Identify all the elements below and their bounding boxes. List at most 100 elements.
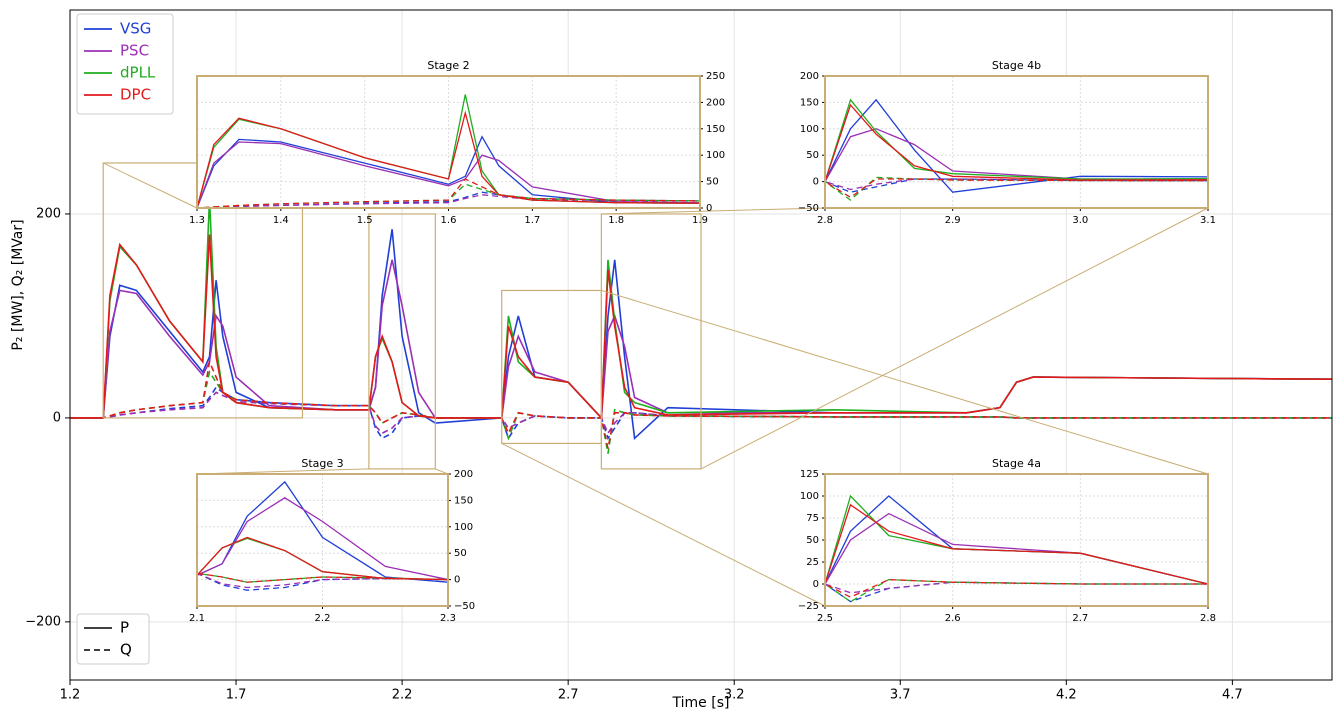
x-tick-label: 2.6 <box>945 613 961 624</box>
x-tick-label: 2.7 <box>1072 613 1088 624</box>
x-tick-label: 3.7 <box>890 688 911 703</box>
zoom-box <box>600 213 702 470</box>
y-tick-label: 125 <box>800 469 819 480</box>
y-tick-label: 100 <box>800 491 819 502</box>
plot-frame <box>69 9 1333 681</box>
inset: 2.5 2.6 2.7 2.8 −25 0 25 50 75 100 125 Stage 4a <box>798 457 1216 624</box>
inset-frame <box>196 473 449 607</box>
x-tick-label: 2.9 <box>945 215 961 226</box>
p-line <box>197 141 700 208</box>
legend-label: P <box>120 619 129 637</box>
p-line <box>197 135 700 208</box>
y-tick-label: 200 <box>36 206 61 221</box>
y-tick-label: 75 <box>806 513 819 524</box>
y-axis-label: P₂ [MW], Q₂ [MVar] <box>10 219 26 350</box>
y-tick-label: 50 <box>806 535 819 546</box>
x-tick-label: 4.7 <box>1222 688 1243 703</box>
y-tick-label: −50 <box>454 601 475 612</box>
y-tick-label: 200 <box>706 97 725 108</box>
y-tick-label: 25 <box>806 557 819 568</box>
x-axis-label: Time [s] <box>672 695 730 711</box>
x-tick-label: 1.7 <box>524 215 540 226</box>
x-tick-label: 1.9 <box>692 215 708 226</box>
p-line <box>825 98 1208 183</box>
inset-title: Stage 3 <box>301 457 343 470</box>
x-tick-label: 1.8 <box>608 215 624 226</box>
inset-lines <box>197 480 448 591</box>
y-tick-label: 150 <box>800 97 819 108</box>
inset-bg <box>825 76 1208 208</box>
p-line <box>70 234 1332 420</box>
x-tick-label: 2.2 <box>392 688 413 703</box>
inset-frame <box>824 75 1209 209</box>
inset-frame <box>196 75 701 209</box>
y-tick-label: −200 <box>25 614 61 629</box>
x-tick-label: 2.5 <box>817 613 833 624</box>
inset: 2.8 2.9 3.0 3.1 −50 0 50 100 150 200 Stage 4b <box>798 59 1216 226</box>
main-lines <box>70 198 1332 454</box>
p-line <box>70 229 1332 440</box>
y-tick-label: 50 <box>706 177 719 188</box>
inset-title: Stage 2 <box>427 59 469 72</box>
connector <box>501 442 826 607</box>
legend: PQ <box>76 613 150 665</box>
y-tick-label: 200 <box>454 469 473 480</box>
y-tick-label: 150 <box>454 495 473 506</box>
y-tick-label: 50 <box>806 150 819 161</box>
x-tick-label: 2.8 <box>1200 613 1216 624</box>
y-tick-label: 0 <box>454 575 460 586</box>
x-tick-label: 1.3 <box>189 215 205 226</box>
legend-label: PSC <box>120 42 149 60</box>
p-line <box>197 480 448 583</box>
y-tick-label: 0 <box>813 579 819 590</box>
y-tick-label: 150 <box>706 124 725 135</box>
x-tick-label: 1.6 <box>441 215 457 226</box>
x-tick-label: 1.7 <box>226 688 247 703</box>
y-tick-label: 0 <box>706 203 712 214</box>
inset-lines <box>825 98 1208 201</box>
inset: 1.3 1.4 1.5 1.6 1.7 1.8 1.90 50 100 150 200 250 Stag… <box>189 59 725 226</box>
connector <box>102 162 198 209</box>
connector <box>700 207 1209 470</box>
connector <box>601 289 1209 475</box>
p-line <box>197 536 448 581</box>
legend: VSG PSC dPLL DPC <box>76 13 174 115</box>
connector <box>601 207 826 215</box>
y-tick-label: 100 <box>800 124 819 135</box>
legend-label: VSG <box>120 20 151 38</box>
q-line <box>70 358 1332 449</box>
y-tick-label: 100 <box>454 522 473 533</box>
inset-lines <box>197 94 700 208</box>
y-tick-label: 200 <box>800 71 819 82</box>
q-line <box>197 191 700 208</box>
x-tick-label: 1.5 <box>357 215 373 226</box>
x-tick-label: 1.4 <box>273 215 289 226</box>
zoom-box <box>368 213 436 470</box>
y-tick-label: −25 <box>798 601 819 612</box>
x-tick-label: 3.1 <box>1200 215 1216 226</box>
x-tick-label: 2.1 <box>189 613 205 624</box>
x-tick-label: 2.8 <box>817 215 833 226</box>
x-tick-label: 1.2 <box>60 688 81 703</box>
y-tick-label: 50 <box>454 548 467 559</box>
inset-title: Stage 4b <box>992 59 1041 72</box>
x-tick-label: 2.3 <box>440 613 456 624</box>
q-line <box>197 178 700 208</box>
legend-box <box>76 13 174 115</box>
y-tick-label: 0 <box>53 410 61 425</box>
legend-label: Q <box>120 641 132 659</box>
x-tick-label: 4.2 <box>1056 688 1077 703</box>
legend-box <box>76 613 150 665</box>
y-tick-label: −50 <box>798 203 819 214</box>
inset: 2.1 2.2 2.3−50 0 50 100 150 200 Stage 3 <box>189 457 475 624</box>
y-tick-label: 250 <box>706 71 725 82</box>
x-tick-label: 3.2 <box>724 688 745 703</box>
x-tick-label: 3.0 <box>1072 215 1088 226</box>
p-line <box>197 497 448 581</box>
q-line <box>825 178 1208 199</box>
q-line <box>197 194 700 208</box>
p-line <box>825 98 1208 193</box>
x-tick-label: 2.7 <box>558 688 579 703</box>
